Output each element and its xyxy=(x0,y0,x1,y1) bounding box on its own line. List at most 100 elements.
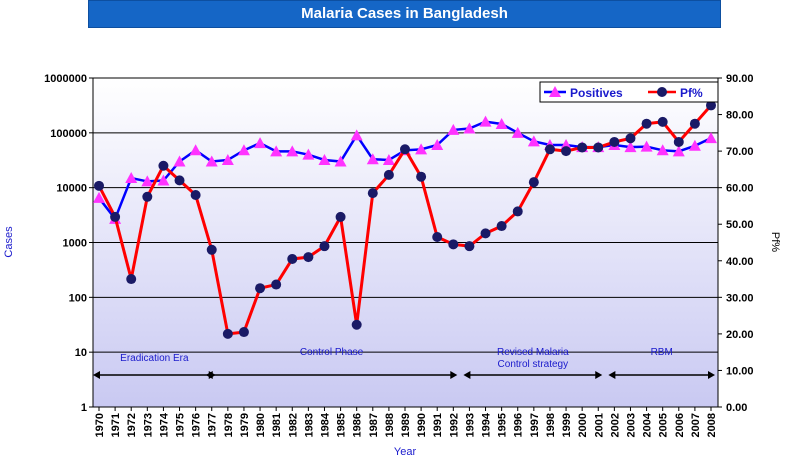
y2-tick-label: 80.00 xyxy=(726,110,754,122)
positives-point xyxy=(237,144,250,156)
series-pf xyxy=(94,100,716,339)
pf-point xyxy=(142,191,153,202)
phase-arrow-right xyxy=(595,371,603,379)
positives-point xyxy=(270,145,283,157)
x-tick-label: 1973 xyxy=(142,413,154,437)
phase-arrow-left xyxy=(463,371,471,379)
pf-point xyxy=(432,232,443,243)
pf-point xyxy=(496,221,507,232)
x-tick-label: 1982 xyxy=(287,413,299,437)
x-tick-label: 1995 xyxy=(497,413,509,437)
x-tick-label: 1991 xyxy=(432,413,444,437)
positives-point xyxy=(527,135,540,147)
x-tick-label: 1980 xyxy=(255,413,267,437)
pf-point xyxy=(303,252,314,263)
y2-tick-label: 10.00 xyxy=(726,365,754,377)
pf-point xyxy=(190,189,201,200)
pf-point xyxy=(577,142,588,153)
y-tick-label: 100000 xyxy=(50,128,87,140)
x-tick-label: 2001 xyxy=(593,413,605,437)
pf-point xyxy=(641,118,652,129)
positives-point xyxy=(672,145,685,157)
positives-point xyxy=(334,155,347,167)
positives-point xyxy=(286,145,299,157)
x-tick-label: 2004 xyxy=(642,412,654,437)
positives-point xyxy=(495,117,508,129)
y-tick-label: 10 xyxy=(75,347,87,359)
pf-point xyxy=(287,253,298,264)
positives-point xyxy=(479,115,492,127)
positives-point xyxy=(688,139,701,151)
pf-point xyxy=(480,228,491,239)
x-tick-label: 1997 xyxy=(529,413,541,437)
phase-arrow-left xyxy=(608,371,616,379)
positives-point xyxy=(141,175,154,187)
x-tick-label: 1979 xyxy=(239,413,251,437)
pf-point xyxy=(367,188,378,199)
pf-point xyxy=(158,160,169,171)
y2-tick-label: 60.00 xyxy=(726,183,754,195)
x-tick-label: 1976 xyxy=(191,413,203,437)
x-tick-label: 2006 xyxy=(674,413,686,437)
phase-arrow-right xyxy=(708,371,715,379)
pf-point xyxy=(126,274,137,285)
x-tick-label: 1977 xyxy=(207,413,219,437)
pf-point xyxy=(271,279,282,290)
x-tick-label: 1971 xyxy=(110,413,122,437)
pf-point xyxy=(706,100,716,111)
pf-point xyxy=(335,211,346,222)
x-tick-label: 1983 xyxy=(303,413,315,437)
y-tick-label: 1000000 xyxy=(44,73,87,85)
x-tick-label: 1999 xyxy=(561,413,573,437)
x-tick-label: 2007 xyxy=(690,413,702,437)
pf-point xyxy=(416,171,427,182)
x-tick-label: 2003 xyxy=(625,413,637,437)
y-axis-title: Cases xyxy=(3,226,15,258)
pf-point xyxy=(206,244,217,255)
pf-point xyxy=(238,327,249,338)
positives-point xyxy=(624,141,637,153)
positives-point xyxy=(125,172,138,184)
legend-pf-label: Pf% xyxy=(680,86,703,100)
x-tick-label: 1987 xyxy=(368,413,380,437)
y2-tick-label: 90.00 xyxy=(726,73,754,85)
x-tick-label: 1996 xyxy=(513,413,525,437)
gridlines xyxy=(93,132,718,353)
positives-point xyxy=(382,153,395,165)
pf-point xyxy=(673,136,684,147)
phase-annotations: Eradication Era Control Phase Revised Mala… xyxy=(93,347,715,379)
y-tick-label: 1000 xyxy=(63,238,87,250)
positives-point xyxy=(254,137,267,149)
x-tick-label: 2000 xyxy=(577,413,589,437)
series-positives xyxy=(93,115,717,224)
y2-tick-label: 0.00 xyxy=(726,402,747,414)
y2-axis-ticks: 0.00 10.00 20.00 30.00 40.00 50.00 60.00 70.00 8… xyxy=(718,73,754,414)
phase-label: RBM xyxy=(651,347,673,358)
pf-point xyxy=(464,241,475,252)
positives-point xyxy=(189,144,202,156)
pf-point xyxy=(561,146,572,157)
legend-box xyxy=(539,81,719,103)
positives-point xyxy=(511,126,524,138)
x-tick-label: 1972 xyxy=(126,413,138,437)
x-tick-label: 1988 xyxy=(384,413,396,437)
pf-point xyxy=(319,241,330,252)
phase-label: Eradication Era xyxy=(120,353,189,364)
positives-point xyxy=(366,153,379,165)
legend-pf-marker xyxy=(657,87,667,97)
positives-point xyxy=(173,155,186,167)
x-tick-label: 1989 xyxy=(400,413,412,437)
y-tick-label: 100 xyxy=(69,292,87,304)
x-tick-label: 1978 xyxy=(223,413,235,437)
x-tick-label: 1974 xyxy=(158,412,170,437)
y2-tick-label: 20.00 xyxy=(726,329,754,341)
y2-tick-label: 40.00 xyxy=(726,256,754,268)
x-tick-label: 1970 xyxy=(94,413,106,437)
positives-point xyxy=(93,191,105,203)
pf-point xyxy=(528,177,539,188)
positives-point xyxy=(350,129,363,141)
chart-title: Malaria Cases in Bangladesh xyxy=(301,5,508,22)
pf-point xyxy=(383,169,394,180)
x-tick-label: 1990 xyxy=(416,413,428,437)
